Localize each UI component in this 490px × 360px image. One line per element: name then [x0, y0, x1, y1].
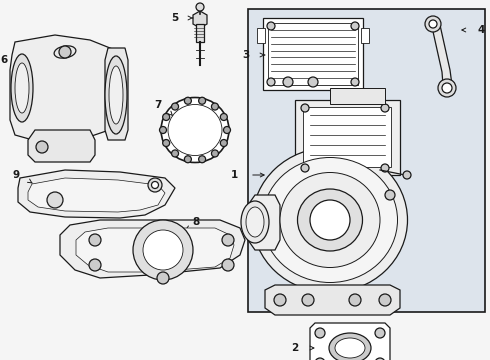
Bar — [257, 28, 265, 43]
Circle shape — [283, 77, 293, 87]
Circle shape — [47, 192, 63, 208]
Circle shape — [222, 234, 234, 246]
Circle shape — [220, 140, 227, 147]
Circle shape — [160, 126, 167, 134]
Circle shape — [172, 103, 178, 110]
Text: 5: 5 — [171, 13, 178, 23]
Circle shape — [349, 294, 361, 306]
Ellipse shape — [105, 56, 127, 134]
Circle shape — [184, 156, 192, 163]
Bar — [295, 100, 400, 175]
Circle shape — [442, 83, 452, 93]
Circle shape — [198, 97, 206, 104]
Circle shape — [274, 294, 286, 306]
Ellipse shape — [241, 201, 269, 243]
Circle shape — [379, 294, 391, 306]
Circle shape — [133, 220, 193, 280]
Circle shape — [212, 150, 219, 157]
Circle shape — [143, 230, 183, 270]
Ellipse shape — [297, 189, 363, 251]
Ellipse shape — [263, 158, 397, 283]
Circle shape — [89, 259, 101, 271]
Text: 2: 2 — [291, 343, 298, 353]
Polygon shape — [105, 48, 128, 140]
Ellipse shape — [252, 148, 408, 292]
Circle shape — [198, 156, 206, 163]
Bar — [268, 23, 358, 85]
Circle shape — [301, 104, 309, 112]
Circle shape — [157, 272, 169, 284]
Circle shape — [429, 20, 437, 28]
Ellipse shape — [280, 172, 380, 267]
Bar — [196, 24, 204, 42]
Circle shape — [184, 97, 192, 104]
Circle shape — [375, 358, 385, 360]
Polygon shape — [193, 11, 207, 28]
Polygon shape — [10, 35, 120, 142]
Bar — [361, 28, 369, 43]
Polygon shape — [18, 170, 175, 218]
Bar — [263, 18, 363, 90]
Text: 8: 8 — [193, 217, 200, 227]
Circle shape — [302, 294, 314, 306]
Circle shape — [308, 77, 318, 87]
Polygon shape — [28, 178, 165, 212]
Text: 6: 6 — [1, 55, 8, 65]
Polygon shape — [426, 22, 452, 92]
Circle shape — [151, 181, 158, 189]
Circle shape — [89, 234, 101, 246]
Polygon shape — [248, 195, 280, 250]
Text: 4: 4 — [478, 25, 486, 35]
Circle shape — [438, 79, 456, 97]
Polygon shape — [28, 130, 95, 162]
Circle shape — [381, 164, 389, 172]
Text: 7: 7 — [155, 100, 162, 110]
Text: 9: 9 — [13, 170, 20, 180]
Circle shape — [223, 126, 230, 134]
Bar — [330, 88, 385, 104]
Text: 1: 1 — [231, 170, 238, 180]
Circle shape — [403, 171, 411, 179]
Polygon shape — [310, 323, 390, 360]
Circle shape — [220, 113, 227, 121]
Circle shape — [267, 78, 275, 86]
Ellipse shape — [161, 98, 229, 162]
Circle shape — [163, 113, 170, 121]
Ellipse shape — [335, 338, 365, 358]
Circle shape — [163, 140, 170, 147]
Circle shape — [425, 16, 441, 32]
Polygon shape — [265, 285, 400, 315]
Circle shape — [222, 259, 234, 271]
Circle shape — [59, 46, 71, 58]
Circle shape — [381, 104, 389, 112]
Ellipse shape — [109, 66, 123, 124]
Polygon shape — [60, 220, 245, 278]
Circle shape — [148, 178, 162, 192]
Circle shape — [196, 3, 204, 11]
Text: 3: 3 — [243, 50, 250, 60]
Circle shape — [385, 190, 395, 200]
Circle shape — [315, 358, 325, 360]
Bar — [248, 9, 485, 312]
Ellipse shape — [168, 104, 222, 156]
Bar — [303, 107, 391, 167]
Circle shape — [267, 22, 275, 30]
Circle shape — [351, 78, 359, 86]
Ellipse shape — [246, 207, 264, 237]
Circle shape — [36, 141, 48, 153]
Circle shape — [351, 22, 359, 30]
Ellipse shape — [54, 46, 76, 58]
Circle shape — [172, 150, 178, 157]
Polygon shape — [76, 228, 234, 272]
Circle shape — [212, 103, 219, 110]
Circle shape — [375, 328, 385, 338]
Ellipse shape — [15, 63, 29, 113]
Circle shape — [315, 328, 325, 338]
Ellipse shape — [329, 333, 371, 360]
Circle shape — [301, 164, 309, 172]
Ellipse shape — [11, 54, 33, 122]
Circle shape — [310, 200, 350, 240]
